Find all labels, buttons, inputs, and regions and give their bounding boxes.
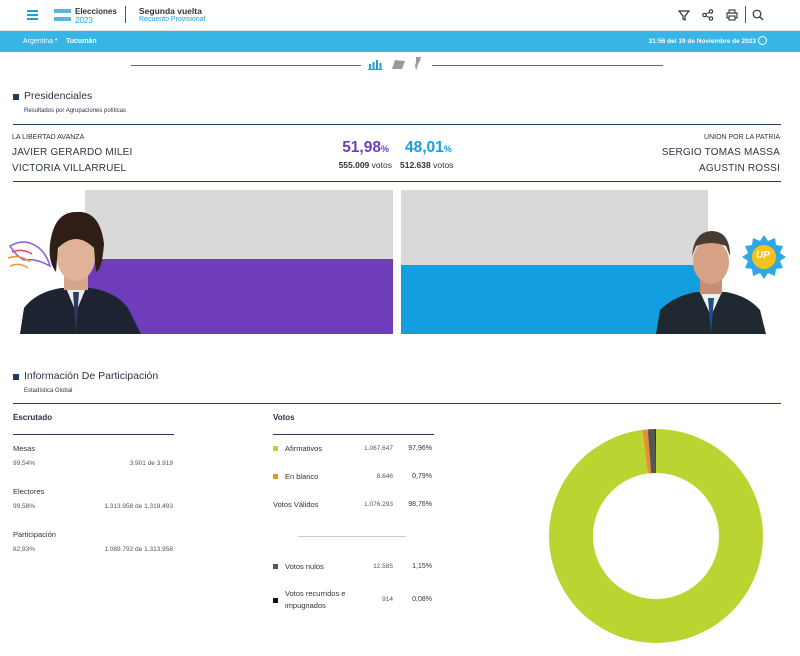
right-result-bar xyxy=(401,190,708,334)
brand-title: Elecciones xyxy=(75,7,117,16)
donut-slice-afirmativos[interactable] xyxy=(549,429,763,643)
left-percentage: 51,98% xyxy=(342,139,389,156)
en-blanco-value: 8.646 xyxy=(376,473,393,480)
left-candidate-photo xyxy=(20,211,141,334)
participacion-detail: 1.089.792 de 1.313.958 xyxy=(104,546,173,553)
filter-icon[interactable] xyxy=(677,8,691,22)
left-candidate-vice: VICTORIA VILLARRUEL xyxy=(12,163,127,174)
right-percentage: 48,01% xyxy=(405,139,452,156)
header-divider xyxy=(125,6,126,23)
map-view-icon[interactable] xyxy=(390,58,406,70)
escrutado-heading: Escrutado xyxy=(13,413,53,422)
election-subtitle: Recuento Provisional xyxy=(139,16,206,23)
divider-right xyxy=(432,65,663,66)
mesas-pct: 99,54% xyxy=(13,460,36,467)
search-icon[interactable] xyxy=(751,8,765,22)
electores-pct: 99,58% xyxy=(13,503,36,510)
brand-year: 2023 xyxy=(75,16,93,25)
votes-donut-chart xyxy=(549,429,763,643)
right-candidate-president: SERGIO TOMAS MASSA xyxy=(661,147,780,158)
breadcrumb-province[interactable]: Tucumán xyxy=(66,38,97,45)
section-rule xyxy=(13,181,781,182)
breadcrumb: Argentina • Tucumán 21:56 del 19 de Novi… xyxy=(0,31,800,52)
left-party-name: LA LIBERTAD AVANZA xyxy=(12,134,85,141)
presidenciales-title: Presidenciales xyxy=(24,90,93,102)
left-result-bar-fill xyxy=(85,259,393,334)
votos-nulos-swatch xyxy=(273,564,278,569)
votos-nulos-label: Votos nulos xyxy=(285,562,324,571)
votos-recurridos-label-line1: Votos recurridos e xyxy=(285,589,346,598)
en-blanco-label: En blanco xyxy=(285,472,319,481)
en-blanco-pct: 0,79% xyxy=(412,473,432,480)
update-timestamp: 21:56 del 19 de Noviembre de 2023 xyxy=(648,38,756,45)
electores-detail: 1.313.958 de 1.319.493 xyxy=(104,503,173,510)
up-party-badge-icon xyxy=(742,235,786,279)
votos-nulos-value: 12.585 xyxy=(373,563,393,570)
escrutado-rule xyxy=(13,434,174,435)
print-icon[interactable] xyxy=(725,8,739,22)
section-rule xyxy=(13,124,781,125)
votos-recurridos-label-line2: impugnados xyxy=(285,601,326,610)
left-result-bar xyxy=(85,190,393,334)
section-rule xyxy=(13,403,781,404)
right-votes: 512.638 votos xyxy=(400,160,454,170)
votos-divider xyxy=(298,536,406,537)
toolbar-divider xyxy=(745,6,746,23)
lion-logo-icon xyxy=(7,241,52,269)
en-blanco-swatch xyxy=(273,474,278,479)
afirmativos-value: 1.067.647 xyxy=(364,445,393,452)
election-title: Segunda vuelta xyxy=(139,6,202,16)
right-candidate-vice: AGUSTIN ROSSI xyxy=(699,163,780,174)
participacion-subtitle: Estadística Global xyxy=(24,388,73,394)
bar-chart-view-icon[interactable] xyxy=(368,58,382,70)
clock-icon xyxy=(758,36,767,45)
right-candidate-photo xyxy=(656,231,766,334)
breadcrumb-separator: • xyxy=(55,37,58,44)
mesas-label: Mesas xyxy=(13,444,36,453)
left-candidate-president: JAVIER GERARDO MILEI xyxy=(12,147,133,158)
votos-recurridos-swatch xyxy=(273,598,278,603)
afirmativos-pct: 97,96% xyxy=(408,445,432,452)
donut-slice-votos-nulos[interactable] xyxy=(647,429,656,474)
votos-validos-pct: 98,76% xyxy=(408,501,432,508)
right-party-name: UNION POR LA PATRIA xyxy=(704,134,780,141)
section-bullet xyxy=(13,374,19,380)
argentina-flag-logo xyxy=(54,9,71,21)
donut-slice-votos-recurridos-e-impugnados[interactable] xyxy=(655,429,656,474)
mesas-detail: 3.901 de 3.919 xyxy=(129,460,173,467)
afirmativos-label: Afirmativos xyxy=(285,444,323,453)
votos-heading: Votos xyxy=(273,413,295,422)
menu-icon[interactable] xyxy=(27,10,38,20)
up-badge-label: UP xyxy=(756,250,770,261)
votos-validos-label: Votos Válidos xyxy=(273,500,319,509)
electores-label: Electores xyxy=(13,487,45,496)
votos-recurridos-pct: 0,08% xyxy=(412,596,432,603)
top-navbar: Elecciones 2023 Segunda vuelta Recuento … xyxy=(0,0,800,31)
votos-recurridos-value: 914 xyxy=(382,596,393,603)
section-bullet xyxy=(13,94,19,100)
participacion-title: Información De Participación xyxy=(24,370,159,382)
presidenciales-subtitle: Resultados por Agrupaciones políticas xyxy=(24,108,127,114)
left-votes: 555.009 votos xyxy=(338,160,392,170)
argentina-map-icon[interactable] xyxy=(413,56,423,71)
donut-slice-en-blanco[interactable] xyxy=(642,429,652,474)
participacion-label: Participación xyxy=(13,530,56,539)
right-result-bar-fill xyxy=(401,264,708,334)
breadcrumb-country[interactable]: Argentina xyxy=(23,38,53,45)
participacion-pct: 82,93% xyxy=(13,546,36,553)
votos-validos-value: 1.076.293 xyxy=(364,501,393,508)
votos-rule xyxy=(273,434,434,435)
share-icon[interactable] xyxy=(701,8,715,22)
divider-left xyxy=(131,65,361,66)
votos-nulos-pct: 1,15% xyxy=(412,563,432,570)
afirmativos-swatch xyxy=(273,446,278,451)
